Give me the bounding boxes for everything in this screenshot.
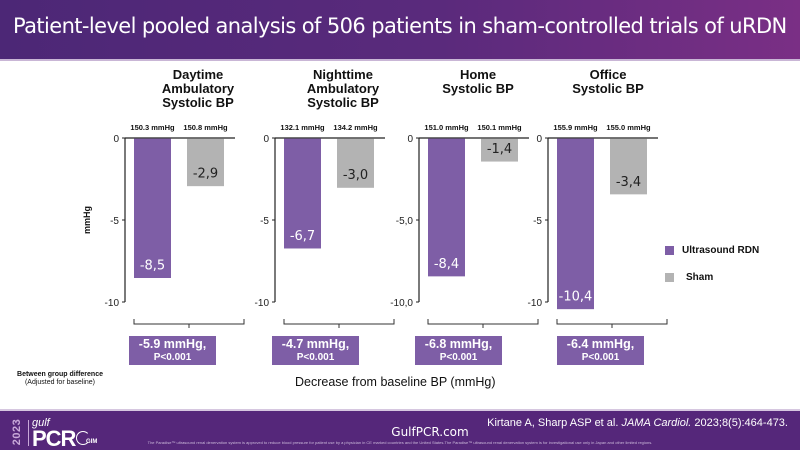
logo-gulf: gulf xyxy=(32,417,50,429)
difference-box-nighttime: -4.7 mmHg, P<0.001 xyxy=(272,336,359,365)
p-value: P<0.001 xyxy=(439,352,478,363)
panel-title-line: Systolic BP xyxy=(307,95,379,110)
y-tick-label: -10 xyxy=(105,298,120,309)
difference-box-home: -6.8 mmHg, P<0.001 xyxy=(415,336,502,365)
baseline-label: 134.2 mmHg xyxy=(333,123,378,132)
legend-item-sham: Sham xyxy=(665,270,759,284)
panel-title-line: Home xyxy=(460,67,496,82)
legend-label-urdn: Ultrasound RDN xyxy=(682,244,760,256)
panel-title-line: Systolic BP xyxy=(162,95,234,110)
citation-journal: JAMA Cardiol. xyxy=(621,417,692,429)
bar-ultrasound-rdn xyxy=(134,138,171,278)
slide-footer: 2023 gulf PCR GIM GulfPCR.com Kirtane A,… xyxy=(0,411,800,451)
chart-legend: Ultrasound RDN Sham xyxy=(665,243,759,297)
bar-ultrasound-rdn xyxy=(428,138,465,277)
citation: Kirtane A, Sharp ASP et al. JAMA Cardiol… xyxy=(487,417,788,429)
panel-title-line: Ambulatory xyxy=(307,81,380,96)
p-value: P<0.001 xyxy=(153,352,192,363)
comparison-bracket xyxy=(133,319,245,325)
legend-swatch-urdn xyxy=(665,245,674,255)
gulfpcr-logo: 2023 gulf PCR GIM xyxy=(10,417,110,451)
logo-pcr: PCR xyxy=(32,426,76,451)
bar-sham xyxy=(481,138,518,162)
logo-gim: GIM xyxy=(86,439,98,445)
header-divider xyxy=(0,59,800,61)
bar-value-label: -6,7 xyxy=(290,229,315,244)
p-value: P<0.001 xyxy=(581,352,620,363)
difference-value: -5.9 mmHg, xyxy=(138,337,207,351)
bar-ultrasound-rdn xyxy=(557,138,594,310)
difference-value: -4.7 mmHg, xyxy=(281,337,350,351)
y-tick-label: -10,0 xyxy=(390,298,413,309)
panel-title-line: Ambulatory xyxy=(162,81,235,96)
y-tick-label: -5 xyxy=(533,216,542,227)
slide-header: Patient-level pooled analysis of 506 pat… xyxy=(0,0,800,59)
bar-value-label: -3,4 xyxy=(616,175,641,190)
bar-value-label: -10,4 xyxy=(559,290,593,305)
slide-title: Patient-level pooled analysis of 506 pat… xyxy=(13,14,787,38)
y-tick-label: -5 xyxy=(110,216,119,227)
bar-value-label: -8,5 xyxy=(140,258,165,273)
y-tick-label: 0 xyxy=(536,134,542,145)
baseline-label: 151.0 mmHg xyxy=(424,123,469,132)
y-tick-label: -10 xyxy=(528,298,543,309)
difference-value: -6.8 mmHg, xyxy=(424,337,493,351)
comparison-bracket xyxy=(283,319,395,325)
y-tick-label: -5,0 xyxy=(396,216,414,227)
bar-sham xyxy=(610,138,647,195)
y-tick-label: -10 xyxy=(255,298,270,309)
bar-value-label: -8,4 xyxy=(434,257,459,272)
website-link[interactable]: GulfPCR.com xyxy=(391,425,469,439)
bar-value-label: -1,4 xyxy=(487,142,512,157)
p-value: P<0.001 xyxy=(296,352,335,363)
bar-sham xyxy=(187,138,224,187)
between-group-subtitle: (Adjusted for baseline) xyxy=(24,379,96,386)
bar-value-label: -3,0 xyxy=(343,168,368,183)
baseline-label: 150.3 mmHg xyxy=(130,123,175,132)
baseline-label: 155.0 mmHg xyxy=(606,123,651,132)
between-group-caption: Between group difference (Adjusted for b… xyxy=(0,371,120,386)
comparison-bracket xyxy=(556,319,668,325)
y-tick-label: 0 xyxy=(263,134,269,145)
gim-ring-icon xyxy=(76,431,90,445)
baseline-label: 150.1 mmHg xyxy=(477,123,522,132)
difference-box-daytime: -5.9 mmHg, P<0.001 xyxy=(129,336,216,365)
baseline-label: 132.1 mmHg xyxy=(280,123,325,132)
difference-box-office: -6.4 mmHg, P<0.001 xyxy=(557,336,644,365)
legend-item-urdn: Ultrasound RDN xyxy=(665,243,759,257)
between-group-title: Between group difference xyxy=(17,371,103,378)
y-tick-label: 0 xyxy=(113,134,119,145)
panel-title-line: Systolic BP xyxy=(442,81,514,96)
y-axis-label: mmHg xyxy=(82,206,92,234)
panel-title-line: Office xyxy=(590,67,627,82)
x-axis-label: Decrease from baseline BP (mmHg) xyxy=(295,375,496,389)
panel-title-line: Daytime xyxy=(173,67,224,82)
legend-label-sham: Sham xyxy=(686,271,714,283)
comparison-bracket xyxy=(427,319,539,325)
difference-value: -6.4 mmHg, xyxy=(566,337,635,351)
bar-value-label: -2,9 xyxy=(193,167,218,182)
citation-reference: 2023;8(5):464-473. xyxy=(691,417,788,429)
disclaimer: The Paradise™ ultrasound renal denervati… xyxy=(147,440,653,445)
panel-title-line: Nighttime xyxy=(313,67,373,82)
baseline-label: 155.9 mmHg xyxy=(553,123,598,132)
y-tick-label: 0 xyxy=(407,134,413,145)
panel-title-line: Systolic BP xyxy=(572,81,644,96)
baseline-label: 150.8 mmHg xyxy=(183,123,228,132)
bar-ultrasound-rdn xyxy=(284,138,321,249)
bar-sham xyxy=(337,138,374,188)
logo-divider xyxy=(28,420,29,446)
legend-swatch-sham xyxy=(665,272,674,282)
y-tick-label: -5 xyxy=(260,216,269,227)
citation-authors: Kirtane A, Sharp ASP et al. xyxy=(487,417,622,429)
footer-divider xyxy=(0,409,800,411)
